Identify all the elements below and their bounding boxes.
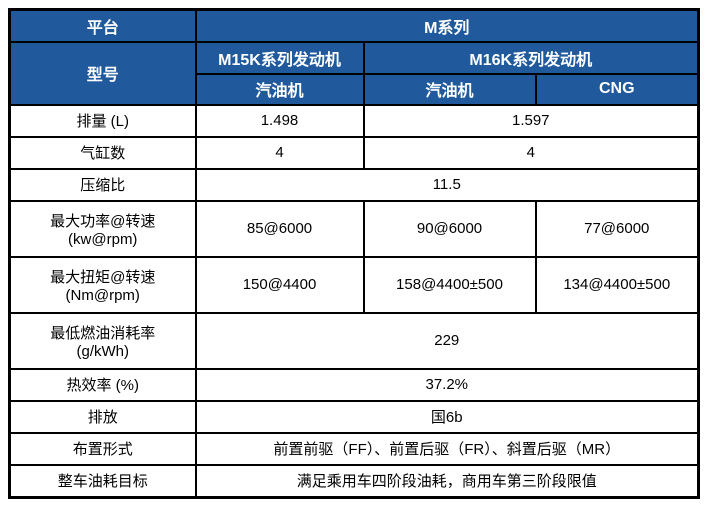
cell-min-fuel-consumption: 229: [194, 311, 700, 370]
cell-m16k-cng-type: CNG: [534, 72, 700, 106]
cell-m15k-fuel-type: 汽油机: [194, 72, 365, 106]
row-label-emission: 排放: [8, 399, 197, 434]
row-min-fuel-consumption: 最低燃油消耗率 (g/kWh) 229: [8, 311, 700, 370]
row-max-power: 最大功率@转速 (kw@rpm) 85@6000 90@6000 77@6000: [8, 199, 700, 258]
cell-platform-value: M系列: [194, 8, 700, 43]
row-vehicle-fuel-target: 整车油耗目标 满足乘用车四阶段油耗，商用车第三阶段限值: [8, 463, 700, 499]
cell-m16k-series: M16K系列发动机: [362, 40, 700, 75]
row-displacement: 排量 (L) 1.498 1.597: [8, 103, 700, 138]
cell-max-torque-m16k-gas: 158@4400±500: [362, 255, 537, 314]
cell-compression-ratio: 11.5: [194, 167, 700, 202]
cell-cylinders-m15k: 4: [194, 135, 365, 170]
row-thermal-efficiency: 热效率 (%) 37.2%: [8, 367, 700, 402]
cell-max-torque-m15k: 150@4400: [194, 255, 365, 314]
row-layout: 布置形式 前置前驱（FF）、前置后驱（FR）、斜置后驱（MR）: [8, 431, 700, 466]
cell-max-power-m16k-cng: 77@6000: [534, 199, 700, 258]
cell-displacement-m15k: 1.498: [194, 103, 365, 138]
row-label-min-fuel-consumption: 最低燃油消耗率 (g/kWh): [8, 311, 197, 370]
cell-model-label: 型号: [8, 40, 197, 106]
row-emission: 排放 国6b: [8, 399, 700, 434]
row-compression-ratio: 压缩比 11.5: [8, 167, 700, 202]
row-max-torque: 最大扭矩@转速 (Nm@rpm) 150@4400 158@4400±500 1…: [8, 255, 700, 314]
cell-platform-label: 平台: [8, 8, 197, 43]
cell-vehicle-fuel-target: 满足乘用车四阶段油耗，商用车第三阶段限值: [194, 463, 700, 499]
cell-thermal-efficiency: 37.2%: [194, 367, 700, 402]
engine-spec-table: 平台 M系列 型号 M15K系列发动机 M16K系列发动机 汽油机 汽油机 CN…: [8, 8, 701, 499]
cell-m16k-fuel-type: 汽油机: [362, 72, 537, 106]
cell-displacement-m16k: 1.597: [362, 103, 700, 138]
header-row-platform: 平台 M系列: [8, 8, 700, 43]
row-label-cylinders: 气缸数: [8, 135, 197, 170]
cell-m15k-series: M15K系列发动机: [194, 40, 365, 75]
cell-max-torque-m16k-cng: 134@4400±500: [534, 255, 700, 314]
cell-layout: 前置前驱（FF）、前置后驱（FR）、斜置后驱（MR）: [194, 431, 700, 466]
cell-emission: 国6b: [194, 399, 700, 434]
row-label-displacement: 排量 (L): [8, 103, 197, 138]
header-row-fuel-types: 汽油机 汽油机 CNG: [10, 72, 700, 106]
row-label-layout: 布置形式: [8, 431, 197, 466]
cell-cylinders-m16k: 4: [362, 135, 700, 170]
header-row-series: 型号 M15K系列发动机 M16K系列发动机: [8, 40, 700, 106]
row-label-max-torque: 最大扭矩@转速 (Nm@rpm): [8, 255, 197, 314]
cell-max-power-m15k: 85@6000: [194, 199, 365, 258]
row-label-vehicle-fuel-target: 整车油耗目标: [8, 463, 197, 499]
row-label-compression-ratio: 压缩比: [8, 167, 197, 202]
row-cylinders: 气缸数 4 4: [8, 135, 700, 170]
row-label-max-power: 最大功率@转速 (kw@rpm): [8, 199, 197, 258]
cell-max-power-m16k-gas: 90@6000: [362, 199, 537, 258]
row-label-thermal-efficiency: 热效率 (%): [8, 367, 197, 402]
